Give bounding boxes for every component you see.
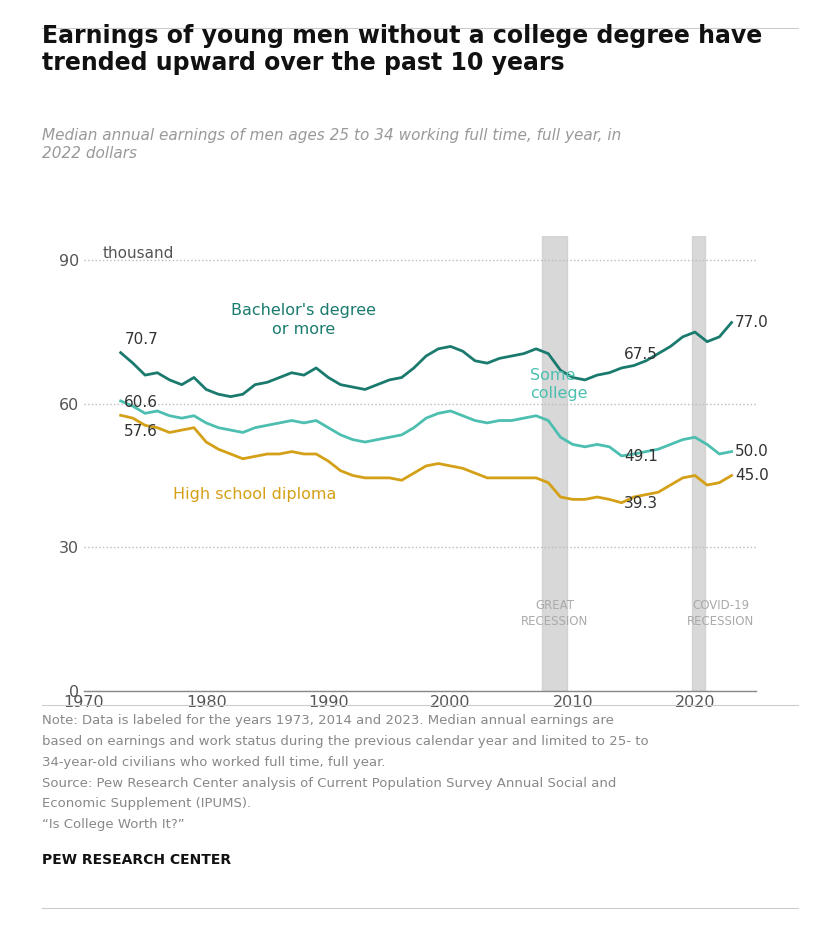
Text: 45.0: 45.0: [735, 468, 769, 483]
Text: thousand: thousand: [102, 246, 174, 261]
Bar: [542, 236, 567, 691]
Text: “Is College Worth It?”: “Is College Worth It?”: [42, 818, 185, 832]
Text: 50.0: 50.0: [735, 444, 769, 459]
Text: Median annual earnings of men ages 25 to 34 working full time, full year, in
202: Median annual earnings of men ages 25 to…: [42, 128, 622, 162]
Text: High school diploma: High school diploma: [173, 487, 337, 502]
Text: 49.1: 49.1: [624, 448, 658, 464]
Text: Some
college: Some college: [530, 368, 587, 401]
Text: based on earnings and work status during the previous calendar year and limited : based on earnings and work status during…: [42, 735, 648, 748]
Text: Note: Data is labeled for the years 1973, 2014 and 2023. Median annual earnings : Note: Data is labeled for the years 1973…: [42, 714, 614, 727]
Text: 77.0: 77.0: [735, 315, 769, 330]
Bar: [692, 236, 705, 691]
Text: 39.3: 39.3: [624, 497, 659, 512]
Text: 60.6: 60.6: [124, 394, 158, 410]
Text: Bachelor's degree
or more: Bachelor's degree or more: [232, 304, 376, 337]
Text: 67.5: 67.5: [624, 347, 658, 361]
Text: Economic Supplement (IPUMS).: Economic Supplement (IPUMS).: [42, 797, 251, 811]
Text: Source: Pew Research Center analysis of Current Population Survey Annual Social : Source: Pew Research Center analysis of …: [42, 777, 617, 790]
Text: 57.6: 57.6: [124, 424, 158, 439]
Text: Earnings of young men without a college degree have
trended upward over the past: Earnings of young men without a college …: [42, 24, 762, 76]
Text: GREAT
RECESSION: GREAT RECESSION: [521, 600, 588, 628]
Text: 34-year-old civilians who worked full time, full year.: 34-year-old civilians who worked full ti…: [42, 756, 386, 769]
Text: 70.7: 70.7: [124, 332, 158, 347]
Text: PEW RESEARCH CENTER: PEW RESEARCH CENTER: [42, 853, 231, 867]
Text: COVID-19
RECESSION: COVID-19 RECESSION: [687, 600, 754, 628]
